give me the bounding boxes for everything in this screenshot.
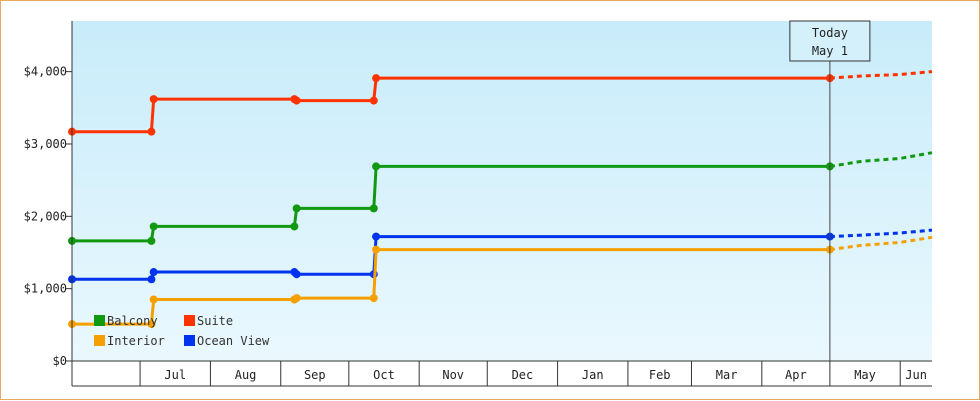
data-point — [372, 245, 381, 254]
x-tick-label: Jun — [905, 368, 927, 382]
x-tick-label: May — [854, 368, 876, 382]
data-point — [147, 236, 156, 245]
data-point — [149, 295, 158, 304]
data-point — [372, 232, 381, 241]
series-suite — [68, 70, 933, 136]
x-tick-label: Jul — [164, 368, 186, 382]
data-point — [369, 204, 378, 213]
y-tick-label: $3,000 — [24, 137, 67, 151]
data-point — [292, 96, 301, 105]
data-point — [290, 222, 299, 231]
x-tick-label: Dec — [512, 368, 534, 382]
x-tick-label: Aug — [235, 368, 257, 382]
legend-swatch — [184, 335, 195, 346]
legend-label: Suite — [197, 314, 233, 328]
data-point — [149, 95, 158, 104]
data-point — [292, 270, 301, 279]
x-tick-label: Mar — [716, 368, 738, 382]
legend-swatch — [184, 315, 195, 326]
today-date: May 1 — [812, 44, 848, 58]
x-tick-label: Sep — [304, 368, 326, 382]
x-tick-label: Feb — [649, 368, 671, 382]
legend-item: Suite — [184, 314, 233, 328]
data-point — [369, 96, 378, 105]
y-tick-label: $2,000 — [24, 209, 67, 223]
legend-item: Balcony — [94, 314, 158, 328]
legend-item: Interior — [94, 334, 165, 348]
legend-swatch — [94, 335, 105, 346]
data-point — [147, 320, 156, 329]
y-tick-label: $4,000 — [24, 65, 67, 79]
legend-label: Ocean View — [197, 334, 270, 348]
data-point — [369, 294, 378, 303]
y-tick-label: $1,000 — [24, 282, 67, 296]
today-label: Today — [812, 26, 848, 40]
data-point — [147, 127, 156, 136]
data-point — [292, 204, 301, 213]
data-point — [372, 74, 381, 83]
legend-swatch — [94, 315, 105, 326]
series-interior — [68, 235, 933, 329]
today-box — [789, 20, 871, 62]
legend-item: Ocean View — [184, 334, 270, 348]
legend-label: Interior — [107, 334, 165, 348]
data-point — [149, 268, 158, 277]
x-tick-label: Apr — [785, 368, 807, 382]
x-tick-label: Jan — [582, 368, 604, 382]
legend-label: Balcony — [107, 314, 158, 328]
series-balcony — [68, 151, 933, 245]
x-tick-label: Oct — [373, 368, 395, 382]
data-point — [147, 275, 156, 284]
data-point — [149, 222, 158, 231]
data-point — [292, 294, 301, 303]
y-tick-label: $0 — [53, 354, 67, 368]
data-point — [372, 162, 381, 171]
plot-background — [72, 21, 932, 361]
x-tick-label: Nov — [442, 368, 464, 382]
